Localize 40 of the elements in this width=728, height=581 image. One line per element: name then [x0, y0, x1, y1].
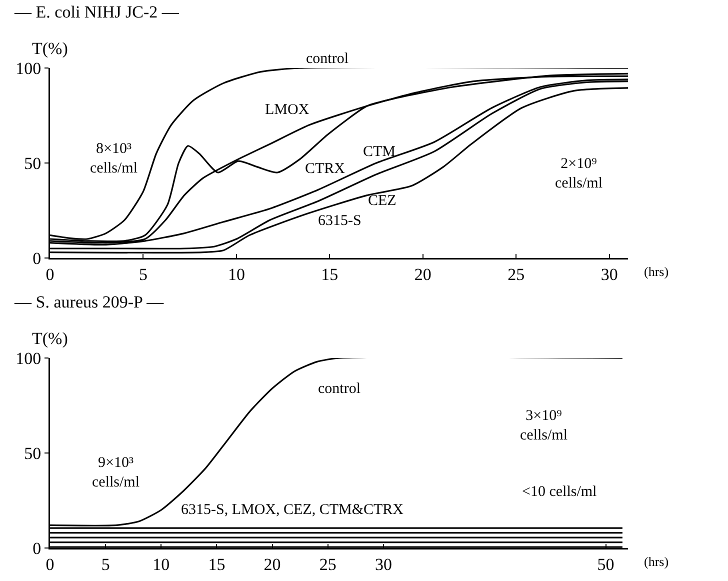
annotation: 9×10³ cells/ml	[92, 455, 140, 490]
y-tick-label: 50	[24, 154, 42, 173]
annotation: 6315-S, LMOX, CEZ, CTM&CTRX	[181, 502, 404, 518]
annotation: 3×10⁹ cells/ml	[520, 408, 568, 444]
x-tick-label: 10	[228, 264, 245, 284]
x-tick-label: 0	[46, 554, 54, 574]
y-tick-label: 0	[32, 248, 42, 268]
y-axis-title: T(%)	[32, 329, 68, 348]
x-tick-label: 30	[600, 264, 618, 284]
y-tick-label: 100	[16, 58, 42, 78]
x-tick-label: 5	[101, 554, 110, 574]
annotation: CTM	[363, 144, 396, 160]
x-axis-title: (hrs)	[644, 554, 669, 569]
annotation: CTRX	[305, 161, 346, 177]
y-tick-label: 0	[32, 538, 42, 558]
x-tick-label: 15	[208, 554, 226, 574]
x-tick-label: 30	[374, 554, 392, 574]
y-axis-title: T(%)	[32, 39, 68, 58]
x-tick-label: 25	[319, 554, 336, 574]
x-tick-label: 20	[264, 554, 281, 574]
x-tick-label: 5	[138, 264, 148, 284]
chart-title: — E. coli NIHJ JC-2 —	[14, 2, 180, 22]
chart-title: — S. aureus 209-P —	[14, 292, 165, 312]
annotation: LMOX	[265, 102, 310, 118]
annotation: control	[318, 381, 360, 397]
x-tick-label: 25	[508, 264, 525, 284]
annotation: <10 cells/ml	[522, 484, 597, 500]
annotation: CEZ	[368, 193, 396, 209]
x-tick-label: 0	[46, 264, 54, 284]
x-tick-label: 50	[597, 554, 614, 574]
x-tick-label: 20	[414, 264, 432, 284]
y-tick-label: 100	[16, 348, 42, 368]
y-tick-label: 50	[24, 444, 42, 463]
annotation: 8×10³ cells/ml	[90, 141, 138, 176]
x-tick-label: 10	[152, 554, 170, 574]
x-tick-label: 15	[321, 264, 338, 284]
annotation: 6315-S	[318, 213, 362, 229]
annotation: 2×10⁹ cells/ml	[555, 156, 602, 192]
x-axis-title: (hrs)	[644, 264, 669, 279]
text: control	[306, 51, 348, 67]
